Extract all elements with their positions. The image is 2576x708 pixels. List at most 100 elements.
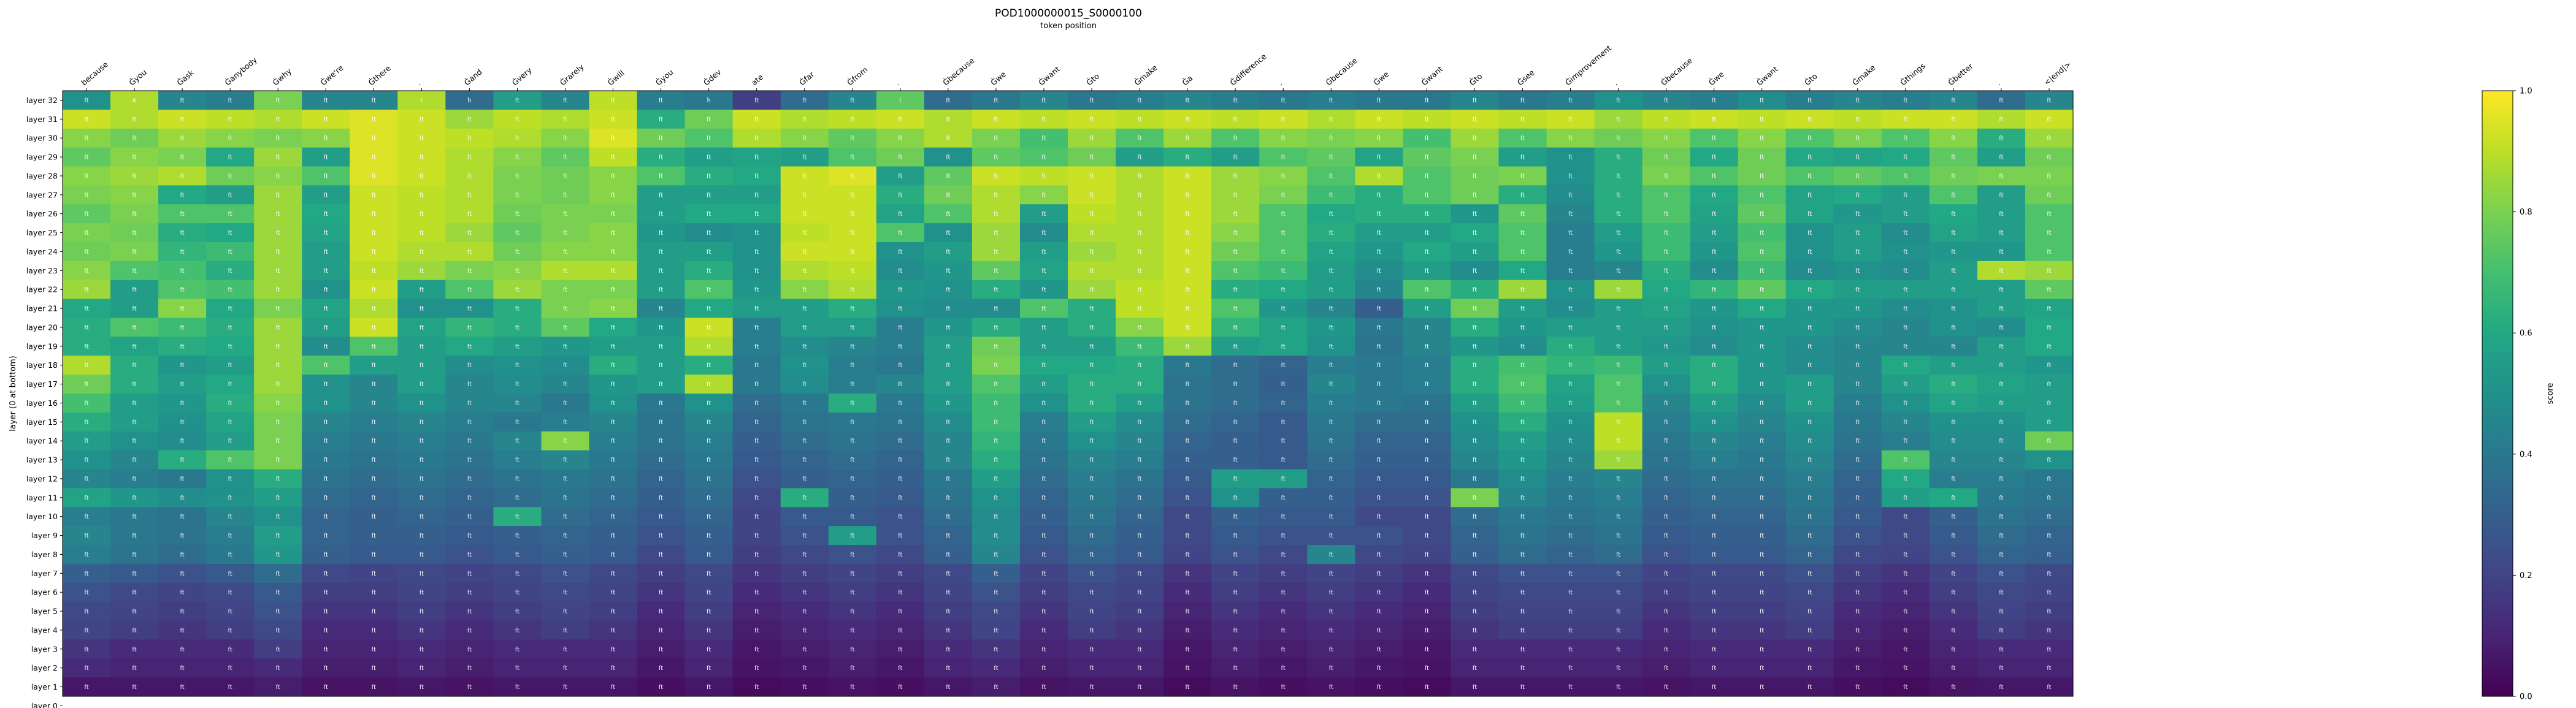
cell-label: ſt: [754, 211, 759, 218]
cell-label: ſt: [276, 173, 280, 180]
cell-label: ſt: [659, 495, 663, 501]
cell-label: ſt: [1520, 230, 1525, 237]
heatmap-cell: [1690, 204, 1739, 224]
cell-label: ſt: [1041, 97, 1046, 104]
heatmap-cell: [110, 91, 159, 110]
cell-label: ſt: [1186, 514, 1190, 520]
heatmap-cell: [2025, 375, 2074, 394]
cell-label: ſt: [1089, 533, 1094, 539]
cell-label: ſt: [372, 627, 376, 634]
cell-label: ſt: [659, 362, 663, 369]
cell-label: ſt: [1473, 173, 1477, 180]
heatmap-cell: [1785, 185, 1834, 205]
heatmap-cell: [732, 185, 781, 205]
cell-label: ſt: [1712, 154, 1716, 161]
cell-label: ſt: [1807, 590, 1812, 596]
heatmap-cell: [1594, 526, 1643, 546]
heatmap-cell: [1738, 109, 1787, 129]
heatmap-cell: [1163, 166, 1212, 186]
cell-label: ſt: [1951, 287, 1955, 294]
heatmap-cell: [254, 639, 302, 659]
cell-label: ſt: [1089, 476, 1094, 482]
heatmap-cell: [1451, 677, 1499, 697]
cell-label: ſt: [1425, 324, 1429, 331]
cell-label: ſt: [372, 495, 376, 501]
x-tick-label: .: [1994, 78, 2002, 87]
cell-label: ſt: [1377, 457, 1381, 464]
cell-label: ſt: [1041, 627, 1046, 634]
heatmap-cell: [1642, 394, 1691, 413]
cell-label: ſt: [1186, 400, 1190, 407]
heatmap-cell: [1929, 147, 1978, 167]
cell-label: ſt: [802, 116, 807, 123]
heatmap-cell: [1785, 488, 1834, 508]
heatmap-cell: [1211, 109, 1260, 129]
cell-label: ſt: [1186, 154, 1190, 161]
cell-label: ſt: [1664, 419, 1668, 426]
cell-label: ſt: [994, 97, 998, 104]
heatmap-cell: [589, 109, 638, 129]
cell-label: ſt: [1138, 381, 1142, 388]
cell-label: ſt: [898, 590, 902, 596]
cell-label: ſt: [1281, 249, 1286, 256]
heatmap-cell: [1785, 166, 1834, 186]
heatmap-cell: [1785, 431, 1834, 451]
heatmap-cell: [1355, 601, 1403, 621]
cell-label: ſt: [1807, 116, 1812, 123]
cell-label: ſt: [84, 306, 88, 313]
cell-label: ſt: [1186, 684, 1190, 691]
heatmap-cell: [1211, 147, 1260, 167]
cell-label: ſt: [802, 665, 807, 672]
cell-label: ſt: [611, 211, 615, 218]
cell-label: ſt: [994, 343, 998, 350]
cell-label: ſt: [563, 400, 567, 407]
heatmap-cell: [1594, 91, 1643, 110]
heatmap-cell: [1738, 412, 1787, 432]
cell-label: ſt: [1855, 590, 1860, 596]
heatmap-cell: [1929, 469, 1978, 489]
cell-label: ſt: [1281, 571, 1286, 577]
heatmap-cell: [1355, 507, 1403, 527]
heatmap-cell: [1259, 601, 1308, 621]
heatmap-cell: [924, 639, 973, 659]
cell-label: ſt: [707, 268, 711, 275]
cell-label: ſt: [132, 249, 137, 256]
cell-label: ſt: [420, 268, 424, 275]
heatmap-cell: [1307, 299, 1355, 318]
cell-label: ſt: [1855, 552, 1860, 558]
heatmap-cell: [637, 677, 686, 697]
heatmap-cell: [924, 280, 973, 300]
heatmap-cell: [589, 356, 638, 375]
heatmap-cell: [1785, 147, 1834, 167]
cell-label: ſt: [946, 381, 950, 388]
cell-label: ſt: [946, 552, 950, 558]
cell-label: ſt: [659, 287, 663, 294]
heatmap-cell: [302, 620, 350, 640]
cell-label: ſt: [420, 173, 424, 180]
cell-label: ſt: [1760, 211, 1764, 218]
heatmap-cell: [828, 109, 877, 129]
heatmap-cell: [684, 185, 734, 205]
x-tick-label: Ġmake: [1132, 63, 1159, 88]
heatmap-cell: [1642, 545, 1691, 565]
cell-label: ſt: [420, 533, 424, 539]
cell-label: ſt: [84, 324, 88, 331]
cell-label: ſt: [946, 684, 950, 691]
heatmap-cell: [589, 223, 638, 243]
cell-label: ſt: [1760, 665, 1764, 672]
cell-label: ſt: [802, 476, 807, 482]
cell-label: ſt: [132, 211, 137, 218]
cell-label: ſt: [515, 381, 519, 388]
heatmap-cell: [828, 601, 877, 621]
cell-label: ſt: [563, 173, 567, 180]
cell-label: ſt: [1520, 192, 1525, 199]
cell-label: ſt: [1377, 552, 1381, 558]
cell-label: ſt: [1520, 419, 1525, 426]
cell-label: ſt: [1233, 324, 1238, 331]
cell-label: ſt: [946, 627, 950, 634]
cell-label: ſt: [1281, 438, 1286, 445]
cell-label: ſt: [611, 627, 615, 634]
heatmap-cell: [1785, 526, 1834, 546]
heatmap-cell: [1546, 620, 1595, 640]
heatmap-cell: [397, 639, 446, 659]
